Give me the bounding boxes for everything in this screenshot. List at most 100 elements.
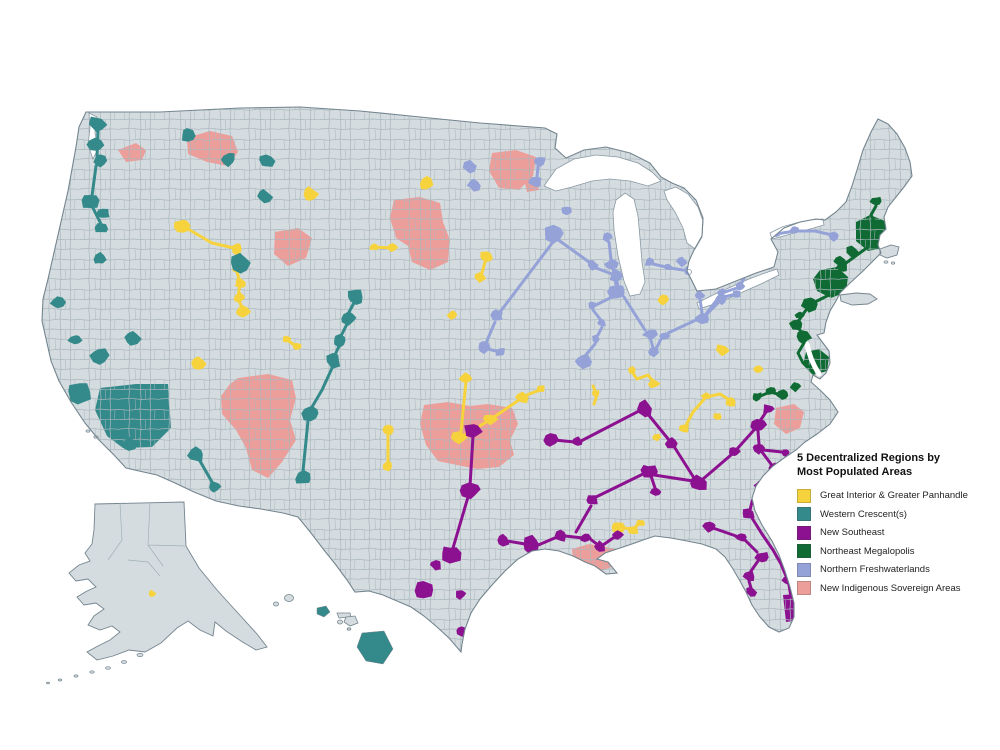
county-cluster xyxy=(648,346,660,358)
county-cluster xyxy=(257,188,274,204)
county-cluster xyxy=(781,449,790,457)
county-cluster xyxy=(301,405,319,422)
county-cluster xyxy=(495,348,505,356)
network-link xyxy=(522,388,542,398)
county-cluster xyxy=(554,529,567,542)
county-cluster xyxy=(694,290,706,299)
region-island-area xyxy=(316,605,331,618)
network-link xyxy=(587,536,600,547)
region-western-crescents-nodes xyxy=(49,116,363,493)
network-link xyxy=(711,526,738,538)
legend-title: 5 Decentralized Regions by Most Populate… xyxy=(797,452,941,479)
county-cluster xyxy=(347,289,363,305)
network-link xyxy=(607,240,613,261)
county-cluster xyxy=(664,437,678,449)
legend-swatch-new-indigenous xyxy=(797,581,811,596)
county-cluster xyxy=(93,154,108,168)
network-link xyxy=(652,473,695,483)
network-link xyxy=(90,164,98,198)
region-new-southeast-links xyxy=(451,409,793,599)
county-cluster xyxy=(536,385,545,393)
network-link xyxy=(583,342,597,358)
county-cluster xyxy=(637,399,652,418)
network-link xyxy=(451,495,470,550)
county-cluster xyxy=(382,460,392,472)
county-cluster xyxy=(419,175,434,190)
network-link xyxy=(459,379,468,434)
legend-item-northern-freshwaterlands: Northern Freshwaterlands xyxy=(797,562,995,578)
county-cluster xyxy=(414,581,434,599)
county-cluster xyxy=(752,443,766,455)
county-cluster xyxy=(750,418,768,431)
county-cluster xyxy=(788,319,803,330)
network-link xyxy=(594,472,645,499)
alaska-inset xyxy=(68,501,268,661)
county-cluster xyxy=(466,178,481,192)
network-link xyxy=(869,204,878,223)
legend-swatch-new-southeast xyxy=(797,525,811,540)
county-cluster xyxy=(561,206,572,216)
county-cluster xyxy=(700,392,711,400)
county-cluster xyxy=(543,433,560,447)
county-cluster xyxy=(742,508,755,519)
legend-swatch-western-crescents xyxy=(797,507,811,522)
county-cluster xyxy=(544,224,564,244)
region-new-southeast-nodes xyxy=(414,399,793,637)
county-cluster xyxy=(497,533,510,547)
network-link xyxy=(555,237,591,264)
region-island-area xyxy=(356,630,394,665)
county-cluster xyxy=(588,301,596,310)
county-cluster xyxy=(458,372,473,383)
county-cluster xyxy=(776,389,789,400)
network-link xyxy=(492,398,521,419)
county-cluster xyxy=(715,344,730,357)
county-cluster xyxy=(763,404,775,413)
county-cluster xyxy=(478,341,491,355)
legend-item-label: Northeast Megalopolis xyxy=(820,545,915,557)
county-cluster xyxy=(480,251,493,262)
county-cluster xyxy=(587,259,599,271)
legend-item-new-indigenous: New Indigenous Sovereign Areas xyxy=(797,581,995,596)
hawaii-inset xyxy=(273,594,359,631)
county-cluster xyxy=(652,433,662,442)
network-link xyxy=(591,308,602,321)
county-cluster xyxy=(231,252,251,274)
county-cluster xyxy=(690,474,707,490)
legend-item-new-southeast: New Southeast xyxy=(797,525,995,541)
region-nodes-layer xyxy=(49,116,882,637)
county-cluster xyxy=(88,116,108,133)
county-cluster xyxy=(341,311,357,326)
county-cluster xyxy=(649,487,662,496)
county-cluster xyxy=(702,521,716,533)
county-cluster xyxy=(482,414,499,426)
county-cluster xyxy=(527,176,542,188)
county-cluster xyxy=(754,552,769,563)
network-link xyxy=(651,262,668,269)
network-link xyxy=(750,516,788,578)
county-cluster xyxy=(594,540,605,552)
county-cluster xyxy=(442,546,462,564)
network-link xyxy=(486,347,498,353)
network-link xyxy=(666,318,698,335)
network-link xyxy=(534,535,559,548)
county-cluster xyxy=(732,290,741,298)
county-cluster xyxy=(828,231,839,242)
county-cluster xyxy=(831,192,842,202)
cape-cod xyxy=(879,244,900,259)
county-cluster xyxy=(715,294,728,306)
county-cluster xyxy=(604,258,619,270)
county-cluster xyxy=(627,526,639,535)
county-cluster xyxy=(490,309,503,321)
county-cluster xyxy=(694,313,709,325)
county-cluster xyxy=(94,223,109,233)
county-cluster xyxy=(716,288,728,297)
county-cluster xyxy=(609,269,623,283)
network-link xyxy=(649,338,655,350)
county-cluster xyxy=(574,354,592,370)
county-cluster xyxy=(607,285,625,299)
county-cluster xyxy=(746,586,758,597)
county-cluster xyxy=(429,560,441,571)
county-cluster xyxy=(182,128,196,142)
county-cluster xyxy=(753,365,764,373)
network-link xyxy=(535,164,540,179)
